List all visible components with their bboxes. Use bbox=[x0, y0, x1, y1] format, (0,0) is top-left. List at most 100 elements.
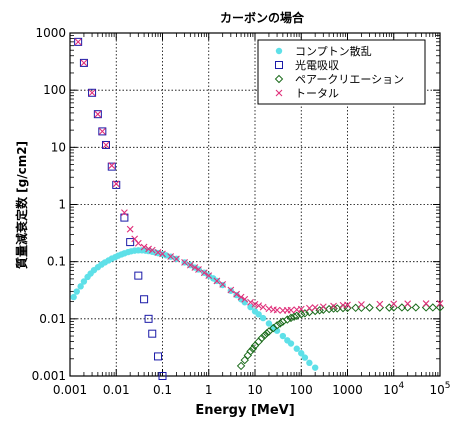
pair-creation-point bbox=[264, 327, 274, 336]
total-point bbox=[102, 141, 110, 149]
compton-point bbox=[311, 364, 319, 371]
total-point bbox=[233, 290, 240, 298]
total-point bbox=[154, 249, 162, 256]
total-point bbox=[251, 300, 259, 308]
y-tick-label: 0.01 bbox=[39, 312, 66, 326]
x-axis-label: Energy [MeV] bbox=[195, 403, 294, 418]
compton-point bbox=[70, 293, 77, 301]
pair-creation-point bbox=[397, 303, 407, 312]
compton-point bbox=[233, 291, 240, 299]
total-point bbox=[145, 245, 152, 253]
total-point bbox=[330, 302, 337, 310]
total-point bbox=[126, 225, 134, 233]
total-point bbox=[358, 301, 365, 308]
pair-creation-point bbox=[257, 333, 266, 343]
legend-label-photoelectric: 光電吸収 bbox=[295, 58, 339, 72]
legend-box bbox=[257, 39, 426, 105]
total-point bbox=[108, 162, 116, 169]
pair-creation-point bbox=[297, 310, 306, 319]
total-point bbox=[319, 303, 327, 311]
photoelectric-point bbox=[107, 162, 116, 171]
pair-creation-point bbox=[262, 329, 272, 338]
pair-creation-point bbox=[365, 303, 374, 312]
y-tick-label: 100 bbox=[43, 83, 66, 97]
total-point bbox=[390, 300, 398, 308]
legend-label-pair-creation: ペアークリエーション bbox=[295, 73, 404, 86]
compton-point bbox=[306, 359, 313, 367]
pair-creation-point bbox=[289, 312, 299, 321]
pair-creation-point bbox=[246, 347, 255, 356]
chart-title: カーボンの場合 bbox=[220, 10, 305, 25]
compton-point bbox=[80, 278, 88, 285]
total-point bbox=[88, 89, 96, 97]
y-tick-label: 10 bbox=[51, 140, 66, 154]
total-point bbox=[422, 300, 430, 307]
pair-creation-point bbox=[286, 313, 296, 323]
x-tick-label: 100 bbox=[290, 383, 313, 397]
compton-point bbox=[293, 345, 300, 352]
total-point bbox=[241, 295, 249, 303]
total-point bbox=[159, 250, 166, 258]
photoelectric-point bbox=[126, 238, 135, 247]
total-point bbox=[237, 293, 245, 301]
photoelectric-point bbox=[74, 37, 83, 46]
compton-point bbox=[298, 350, 305, 357]
compton-point bbox=[279, 332, 287, 340]
pair-creation-point bbox=[248, 344, 258, 353]
compton-point bbox=[255, 311, 262, 318]
total-point bbox=[287, 306, 295, 314]
pair-creation-point bbox=[275, 319, 285, 328]
photoelectric-point bbox=[98, 127, 107, 136]
pair-creation-point bbox=[260, 331, 269, 340]
total-point bbox=[205, 272, 213, 280]
total-point bbox=[311, 304, 319, 311]
x-tick-label: 0.001 bbox=[53, 383, 87, 397]
x-tick-label: 1000 bbox=[332, 383, 363, 397]
total-point bbox=[112, 180, 120, 188]
total-point bbox=[140, 243, 148, 251]
total-point bbox=[344, 301, 351, 309]
pair-creation-point bbox=[411, 303, 421, 312]
total-point bbox=[255, 302, 263, 310]
total-point bbox=[173, 255, 180, 263]
pair-creation-point bbox=[421, 303, 431, 312]
total-point bbox=[181, 259, 188, 266]
legend-label-compton: コンプトン散乱 bbox=[295, 44, 372, 58]
pair-creation-point bbox=[329, 304, 338, 313]
pair-creation-point bbox=[236, 361, 246, 371]
photoelectric-point bbox=[101, 140, 110, 149]
compton-point bbox=[247, 303, 254, 311]
photoelectric-point bbox=[88, 88, 97, 97]
total-point bbox=[259, 303, 267, 311]
pair-creation-point bbox=[283, 315, 292, 324]
pair-creation-point bbox=[272, 321, 282, 330]
data-points bbox=[70, 37, 445, 380]
compton-point bbox=[73, 288, 80, 295]
total-point bbox=[148, 246, 156, 254]
photoelectric-point bbox=[148, 329, 157, 338]
pair-creation-point bbox=[240, 355, 249, 365]
total-point bbox=[167, 253, 175, 260]
total-point bbox=[404, 300, 412, 308]
total-point bbox=[74, 38, 82, 46]
legend-label-total: トータル bbox=[295, 87, 339, 100]
legend-marker-photoelectric bbox=[275, 61, 283, 69]
pair-creation-point bbox=[300, 309, 310, 318]
compton-point bbox=[287, 340, 295, 347]
x-tick-label: 105 bbox=[429, 381, 450, 397]
pair-creation-point bbox=[375, 303, 385, 312]
photoelectric-point bbox=[120, 213, 129, 222]
x-tick-label: 0.1 bbox=[153, 383, 172, 397]
total-point bbox=[94, 110, 102, 118]
photoelectric-point bbox=[158, 372, 167, 380]
y-tick-label: 0.1 bbox=[47, 255, 66, 269]
legend-marker-total bbox=[275, 89, 283, 97]
y-tick-label: 1 bbox=[58, 198, 66, 212]
compton-point bbox=[301, 354, 309, 361]
x-tick-label: 1 bbox=[205, 383, 213, 397]
compton-point bbox=[77, 283, 84, 290]
photoelectric-point bbox=[93, 110, 102, 119]
legend-marker-pair-creation bbox=[274, 74, 284, 84]
x-tick-label: 0.01 bbox=[103, 383, 130, 397]
